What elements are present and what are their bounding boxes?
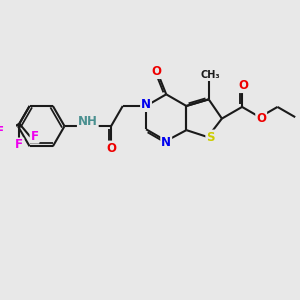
- Text: O: O: [238, 79, 248, 92]
- Text: S: S: [206, 130, 215, 143]
- Text: F: F: [0, 125, 4, 138]
- Text: N: N: [161, 136, 171, 149]
- Text: F: F: [15, 139, 23, 152]
- Text: O: O: [106, 142, 116, 154]
- Text: CH₃: CH₃: [200, 70, 220, 80]
- Text: O: O: [151, 65, 161, 78]
- Text: O: O: [256, 112, 266, 125]
- Text: N: N: [141, 98, 151, 111]
- Text: NH: NH: [78, 115, 98, 128]
- Text: F: F: [31, 130, 39, 143]
